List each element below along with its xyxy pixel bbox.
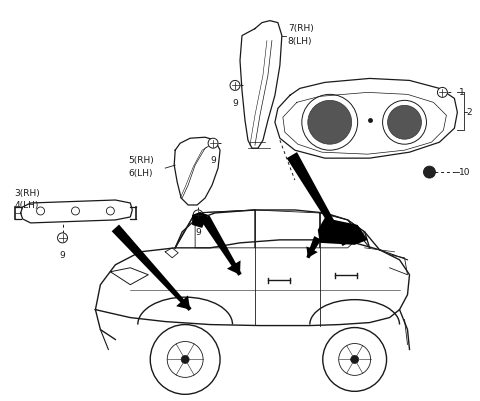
Text: 1: 1 — [459, 88, 465, 97]
Text: 9: 9 — [210, 156, 216, 165]
Text: 2: 2 — [467, 108, 472, 117]
Circle shape — [437, 87, 447, 97]
Polygon shape — [306, 246, 318, 258]
Polygon shape — [112, 225, 192, 311]
Text: 5(RH): 5(RH) — [128, 156, 154, 165]
Circle shape — [387, 105, 421, 139]
Circle shape — [193, 210, 203, 220]
Polygon shape — [192, 212, 208, 228]
Circle shape — [423, 166, 435, 178]
Text: 8(LH): 8(LH) — [288, 37, 312, 46]
Polygon shape — [227, 260, 240, 275]
Text: 4(LH): 4(LH) — [15, 201, 39, 211]
Text: 10: 10 — [459, 168, 471, 176]
Text: 9: 9 — [60, 251, 65, 260]
Circle shape — [351, 355, 359, 363]
Text: 9: 9 — [195, 228, 201, 237]
Polygon shape — [176, 296, 190, 310]
Circle shape — [308, 100, 352, 144]
Polygon shape — [287, 152, 347, 246]
Polygon shape — [318, 218, 368, 245]
Text: 7(RH): 7(RH) — [288, 24, 313, 33]
Polygon shape — [306, 236, 321, 259]
Text: 9: 9 — [232, 99, 238, 108]
Circle shape — [230, 81, 240, 90]
Polygon shape — [201, 215, 242, 276]
Text: 6(LH): 6(LH) — [128, 168, 153, 178]
Polygon shape — [329, 228, 346, 245]
Circle shape — [181, 355, 189, 363]
Text: 3(RH): 3(RH) — [15, 188, 40, 198]
Circle shape — [208, 138, 218, 148]
Circle shape — [58, 233, 68, 243]
